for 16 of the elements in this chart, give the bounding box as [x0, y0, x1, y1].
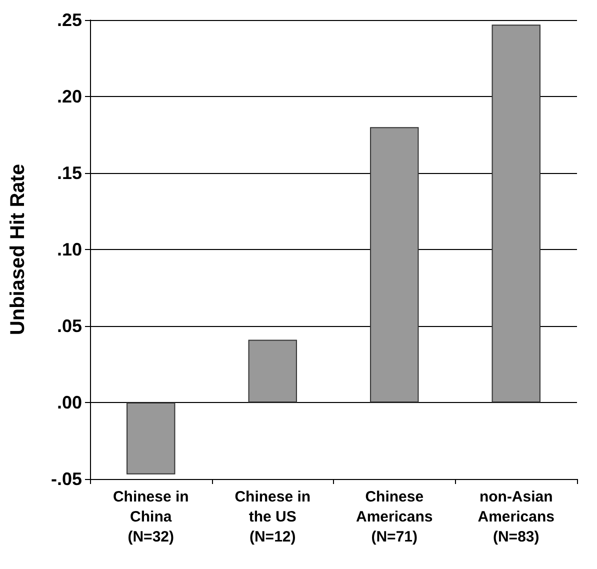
y-tick-label: .25: [56, 10, 82, 30]
x-tick-label: non-Asian Americans (N=83): [478, 488, 554, 546]
bar: [126, 402, 176, 474]
bar: [248, 340, 297, 402]
y-axis-title: Unbiased Hit Rate: [7, 164, 29, 336]
bar: [492, 24, 540, 402]
y-tick-label: .00: [56, 392, 82, 412]
x-tick-label: Chinese Americans (N=71): [356, 488, 433, 546]
bar: [370, 127, 419, 402]
y-tick-label: .10: [56, 240, 82, 260]
y-tick-label: .15: [56, 163, 82, 183]
x-tick-label: Chinese in China (N=32): [112, 488, 189, 546]
y-tick-label: -.05: [50, 469, 82, 489]
y-tick-label: .20: [56, 86, 82, 106]
x-tick-label: Chinese in the US (N=12): [234, 488, 311, 546]
y-tick-label: .05: [56, 316, 82, 336]
